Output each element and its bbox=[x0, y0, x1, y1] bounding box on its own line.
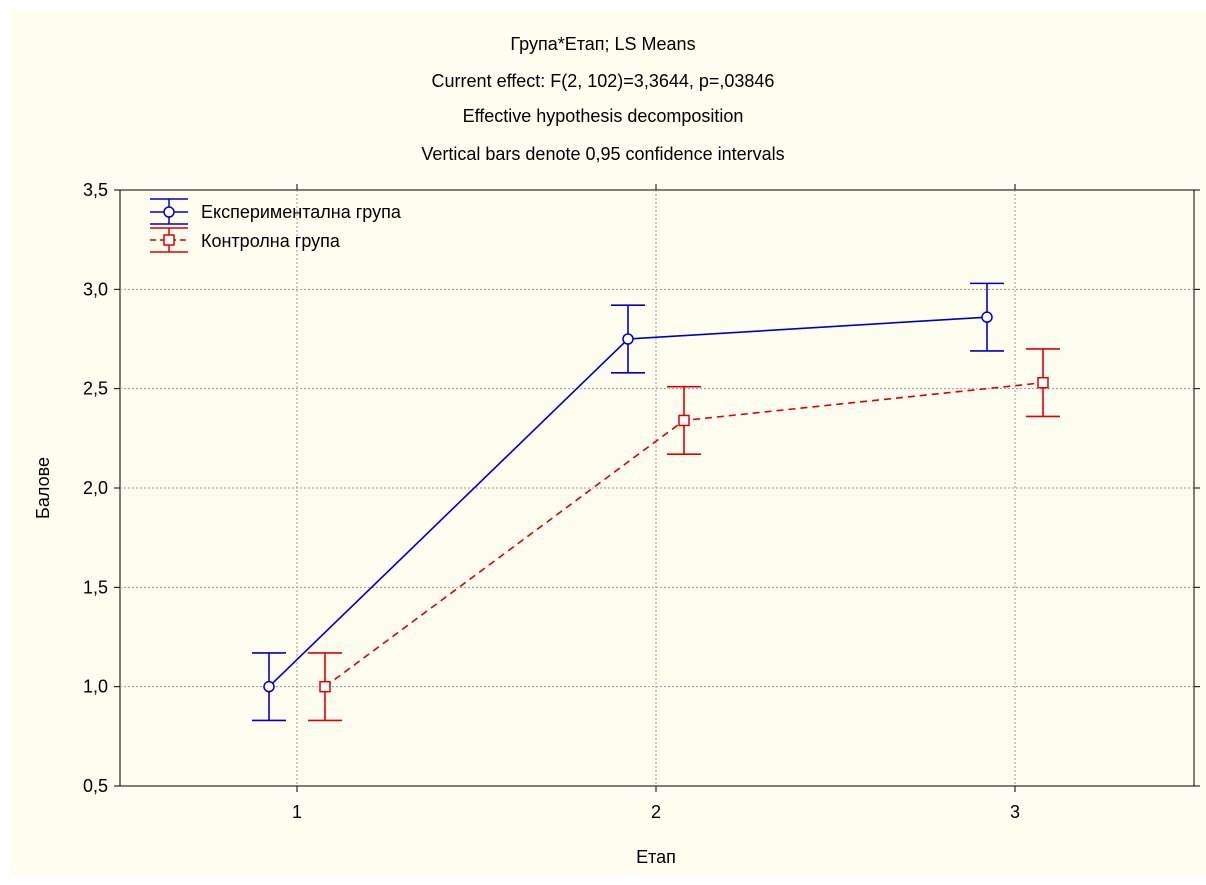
y-tick-label: 2,0 bbox=[83, 478, 108, 498]
data-point bbox=[623, 334, 633, 344]
data-point bbox=[1038, 378, 1048, 388]
data-point bbox=[264, 682, 274, 692]
y-tick-label: 2,5 bbox=[83, 379, 108, 399]
y-tick-label: 0,5 bbox=[83, 776, 108, 796]
legend-label-experimental: Експериментална група bbox=[201, 202, 402, 222]
x-axis-label: Етап bbox=[636, 847, 676, 867]
legend: Експериментална група Контролна група bbox=[150, 199, 402, 252]
x-tick-label: 3 bbox=[1010, 802, 1020, 822]
y-tick-label: 3,5 bbox=[83, 180, 108, 200]
x-tick-label: 2 bbox=[651, 802, 661, 822]
data-point bbox=[679, 415, 689, 425]
data-point bbox=[982, 312, 992, 322]
x-tick-label: 1 bbox=[292, 802, 302, 822]
y-tick-label: 3,0 bbox=[83, 279, 108, 299]
data-point bbox=[320, 682, 330, 692]
y-axis-label: Балове bbox=[33, 457, 53, 519]
y-tick-label: 1,0 bbox=[83, 677, 108, 697]
axes: 0,5 1,0 1,5 2,0 2,5 3,0 3,5 1 2 3 bbox=[83, 180, 1200, 822]
grid-lines bbox=[120, 190, 1194, 786]
legend-item-control: Контролна група bbox=[150, 228, 341, 252]
y-tick-label: 1,5 bbox=[83, 577, 108, 597]
legend-marker-square-icon bbox=[164, 235, 174, 245]
legend-item-experimental: Експериментална група bbox=[150, 199, 402, 224]
legend-marker-circle-icon bbox=[164, 207, 174, 217]
legend-label-control: Контролна група bbox=[201, 231, 341, 251]
